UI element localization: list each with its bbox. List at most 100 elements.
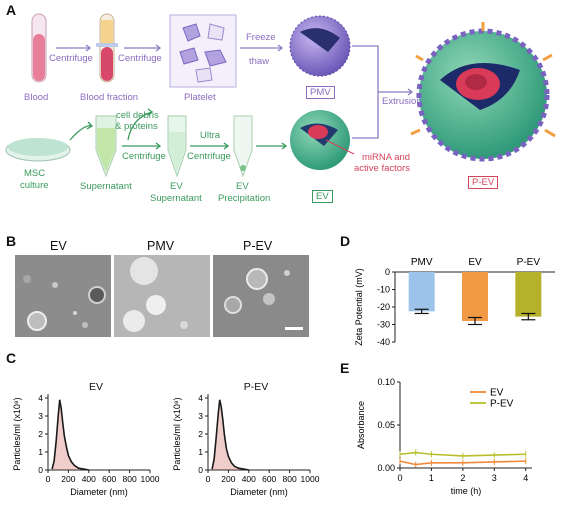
label-pmv: PMV — [306, 86, 335, 99]
tem-title-p-ev: P-EV — [243, 239, 273, 253]
nta-y-tick-label-0: 3 — [38, 411, 43, 421]
tem-title-ev: EV — [50, 239, 67, 253]
label-ultra: Ultra — [200, 130, 221, 141]
abs-x-tick-label: 3 — [492, 473, 497, 483]
blood-fraction-tube-icon — [96, 13, 118, 83]
label-ev-precipitation-2: Precipitation — [218, 193, 271, 204]
nta-x-label-1: Diameter (nm) — [230, 487, 288, 497]
abs-series-line-p-ev — [399, 451, 526, 457]
label-culture: culture — [20, 180, 49, 191]
zeta-y-tick-label: -10 — [377, 285, 390, 295]
label-centrifuge-1: Centrifuge — [49, 53, 93, 64]
tem-image-p-ev — [213, 255, 309, 337]
label-mirna-1: miRNA and — [362, 152, 411, 163]
zeta-potential-chart: 0 -10 -20 -30 -40 Zeta Potential (mV) PMV EV P-E… — [354, 257, 555, 347]
nta-x-tick-label-0: 800 — [123, 474, 137, 484]
nta-y-tick-label-0: 2 — [38, 429, 43, 439]
abs-series-line-ev — [399, 460, 526, 466]
nta-y-tick-label-0: 0 — [38, 465, 43, 475]
zeta-y-tick-label: -20 — [377, 302, 390, 312]
label-extrusion: Extrusion — [382, 96, 422, 107]
abs-x-label: time (h) — [451, 486, 482, 496]
abs-y-tick-label: 0.00 — [377, 463, 395, 473]
p-ev-sphere-icon — [410, 22, 556, 162]
nta-y-tick-label-1: 0 — [198, 465, 203, 475]
abs-x-tick-label: 4 — [523, 473, 528, 483]
panel-label-b: B — [6, 233, 17, 249]
nta-x-tick-label-1: 0 — [206, 474, 211, 484]
msc-dish-icon — [5, 138, 71, 162]
abs-x-tick-label: 1 — [429, 473, 434, 483]
label-centrifuge-2: Centrifuge — [118, 53, 162, 64]
supernatant-tube-icon — [95, 115, 117, 178]
nta-x-tick-label-1: 400 — [242, 474, 256, 484]
zeta-category-label: P-EV — [517, 257, 541, 268]
pmv-sphere-icon — [289, 15, 351, 77]
label-cell-debris-2: & proteins — [115, 121, 158, 132]
nta-x-label-0: Diameter (nm) — [70, 487, 128, 497]
label-cell-debris-1: cell debris — [116, 110, 159, 121]
abs-legend-label: P-EV — [490, 399, 514, 410]
panel-a-illustration — [5, 13, 556, 178]
zeta-bar-ev — [462, 272, 488, 321]
tem-image-pmv — [114, 255, 210, 337]
nta-title-1: P-EV — [244, 381, 269, 393]
panel-label-c: C — [6, 350, 17, 366]
arrows-row1 — [56, 44, 284, 52]
panel-label-d: D — [340, 233, 351, 249]
label-mirna-2: active factors — [354, 163, 410, 174]
label-ev-precipitation-1: EV — [236, 181, 249, 192]
label-platelet: Platelet — [184, 92, 216, 103]
nta-y-tick-label-1: 3 — [198, 411, 203, 421]
nta-series-line-1 — [211, 399, 249, 471]
label-blood: Blood — [24, 92, 49, 103]
nta-x-tick-label-0: 400 — [82, 474, 96, 484]
panel-label-a: A — [6, 2, 17, 18]
label-centrifuge-3: Centrifuge — [122, 151, 166, 162]
nta-y-tick-label-0: 4 — [38, 393, 43, 403]
zeta-bar-pmv — [408, 272, 435, 312]
zeta-y-label: Zeta Potential (mV) — [354, 268, 364, 346]
zeta-bar-p-ev — [515, 272, 542, 317]
label-blood-fraction: Blood fraction — [80, 92, 139, 103]
label-msc: MSC — [24, 168, 46, 179]
label-ev-supernatant-1: EV — [170, 181, 183, 192]
label-p-ev: P-EV — [468, 176, 499, 189]
abs-x-tick-label: 2 — [460, 473, 465, 483]
nta-x-tick-label-0: 600 — [102, 474, 116, 484]
nta-error-band-1 — [212, 399, 249, 470]
abs-y-tick-label: 0.05 — [377, 420, 395, 430]
panel-label-e: E — [340, 360, 350, 376]
nta-x-tick-label-0: 1000 — [141, 474, 160, 484]
nta-title-0: EV — [89, 381, 103, 393]
zeta-y-tick-label: -30 — [377, 320, 390, 330]
platelet-icon — [169, 14, 237, 88]
blood-tube-icon — [31, 13, 47, 83]
nta-y-label-1: Particles/ml (x10⁸) — [172, 397, 182, 470]
abs-x-tick-label: 0 — [397, 473, 402, 483]
abs-y-label: Absorbance — [356, 401, 366, 449]
label-ev-supernatant-2: Supernatant — [150, 193, 202, 204]
nta-x-tick-label-1: 600 — [262, 474, 276, 484]
nta-x-tick-label-0: 200 — [61, 474, 75, 484]
nta-x-tick-label-0: 0 — [46, 474, 51, 484]
arrows-row2 — [69, 108, 288, 150]
nta-x-tick-label-1: 800 — [283, 474, 297, 484]
absorbance-chart: 0.00 0.05 0.10 0 1 2 3 4 time (h) Absorbance EVP-E… — [356, 377, 532, 496]
zeta-y-tick-label: -40 — [377, 337, 390, 347]
label-supernatant: Supernatant — [80, 181, 132, 192]
label-ev: EV — [312, 190, 333, 203]
nta-error-band-0 — [52, 399, 89, 470]
nta-y-tick-label-0: 1 — [38, 447, 43, 457]
ev-precipitation-tube-icon — [233, 115, 253, 178]
arrows-extrusion — [352, 45, 414, 139]
nta-y-label-0: Particles/ml (x10⁸) — [12, 397, 22, 470]
scale-bar — [285, 327, 303, 330]
zeta-y-tick-label: 0 — [385, 267, 390, 277]
nta-y-tick-label-1: 2 — [198, 429, 203, 439]
abs-y-tick-label: 0.10 — [377, 377, 395, 387]
tem-image-ev — [15, 255, 111, 337]
nta-series-line-0 — [51, 399, 89, 471]
nta-x-tick-label-1: 200 — [221, 474, 235, 484]
tem-title-pmv: PMV — [147, 239, 175, 253]
